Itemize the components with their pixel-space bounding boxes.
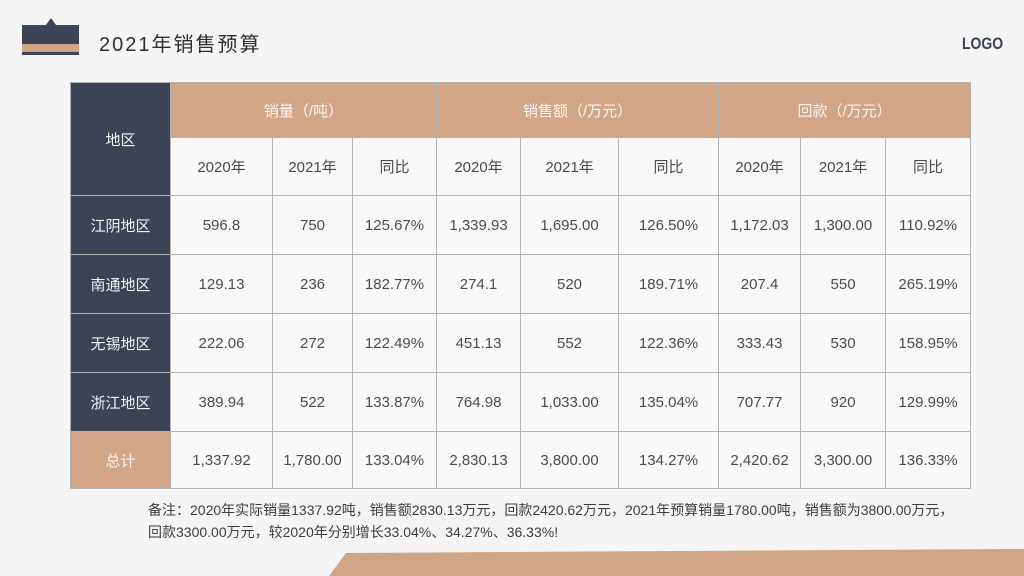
table-value-cell: 520 xyxy=(520,254,620,314)
sales-budget-table: 地区 销量（/吨） 销售额（/万元） 回款（/万元） 2020年 2021年 同… xyxy=(70,82,972,489)
table-value-cell: 122.49% xyxy=(351,313,438,373)
marker-tan-strip xyxy=(22,44,79,52)
table-row-zhejiang: 浙江地区 389.94 522 133.87% 764.98 1,033.00 … xyxy=(70,372,972,432)
marker-block xyxy=(22,25,79,44)
subheader-yoy: 同比 xyxy=(351,137,438,196)
table-value-cell: 389.94 xyxy=(170,372,273,432)
total-value-cell: 133.04% xyxy=(351,431,438,489)
table-value-cell: 222.06 xyxy=(170,313,273,373)
total-value-cell: 2,420.62 xyxy=(718,431,802,489)
table-value-cell: 764.98 xyxy=(436,372,522,432)
group-header-sales: 销售额（/万元） xyxy=(436,82,720,138)
table-value-cell: 1,300.00 xyxy=(800,195,887,255)
table-value-cell: 133.87% xyxy=(351,372,438,432)
subheader-2021: 2021年 xyxy=(272,137,353,196)
corner-header-region: 地区 xyxy=(70,82,171,196)
table-value-cell: 1,172.03 xyxy=(718,195,802,255)
total-label-cell: 总计 xyxy=(70,431,171,489)
table-value-cell: 451.13 xyxy=(436,313,522,373)
table-value-cell: 1,695.00 xyxy=(520,195,620,255)
total-value-cell: 1,780.00 xyxy=(272,431,353,489)
table-value-cell: 272 xyxy=(272,313,353,373)
table-value-cell: 1,033.00 xyxy=(520,372,620,432)
subheader-2020: 2020年 xyxy=(718,137,802,196)
table-value-cell: 158.95% xyxy=(885,313,972,373)
region-label-cell: 南通地区 xyxy=(70,254,171,314)
total-value-cell: 1,337.92 xyxy=(170,431,273,489)
table-value-cell: 750 xyxy=(272,195,353,255)
table-row-total: 总计 1,337.92 1,780.00 133.04% 2,830.13 3,… xyxy=(70,431,972,489)
table-value-cell: 129.99% xyxy=(885,372,972,432)
table-value-cell: 274.1 xyxy=(436,254,522,314)
table-row-jiangyin: 江阴地区 596.8 750 125.67% 1,339.93 1,695.00… xyxy=(70,195,972,255)
subheader-yoy: 同比 xyxy=(618,137,720,196)
table-row-wuxi: 无锡地区 222.06 272 122.49% 451.13 552 122.3… xyxy=(70,313,972,373)
table-value-cell: 125.67% xyxy=(351,195,438,255)
marker-triangle-icon xyxy=(46,18,56,25)
subheader-2020: 2020年 xyxy=(436,137,522,196)
table-value-cell: 550 xyxy=(800,254,887,314)
table-value-cell: 189.71% xyxy=(618,254,720,314)
table-value-cell: 126.50% xyxy=(618,195,720,255)
table-value-cell: 182.77% xyxy=(351,254,438,314)
table-value-cell: 920 xyxy=(800,372,887,432)
subheader-yoy: 同比 xyxy=(885,137,972,196)
page-title: 2021年销售预算 xyxy=(99,34,262,56)
table-value-cell: 129.13 xyxy=(170,254,273,314)
bottom-ribbon-shape xyxy=(329,549,1024,576)
total-value-cell: 136.33% xyxy=(885,431,972,489)
footnote-line-2: 回款3300.00万元，较2020年分别增长33.04%、34.27%、36.3… xyxy=(148,524,559,540)
region-label-cell: 无锡地区 xyxy=(70,313,171,373)
table-value-cell: 552 xyxy=(520,313,620,373)
table-value-cell: 707.77 xyxy=(718,372,802,432)
subheader-2020: 2020年 xyxy=(170,137,273,196)
subheader-2021: 2021年 xyxy=(520,137,620,196)
table-value-cell: 122.36% xyxy=(618,313,720,373)
table-value-cell: 135.04% xyxy=(618,372,720,432)
footnote-line-1: 备注：2020年实际销量1337.92吨，销售额2830.13万元，回款2420… xyxy=(148,502,954,518)
total-value-cell: 2,830.13 xyxy=(436,431,522,489)
table-value-cell: 110.92% xyxy=(885,195,972,255)
title-marker-icon xyxy=(22,18,79,56)
table-row-nantong: 南通地区 129.13 236 182.77% 274.1 520 189.71… xyxy=(70,254,972,314)
total-value-cell: 3,800.00 xyxy=(520,431,620,489)
table-value-cell: 596.8 xyxy=(170,195,273,255)
table-value-cell: 522 xyxy=(272,372,353,432)
footnote: 备注：2020年实际销量1337.92吨，销售额2830.13万元，回款2420… xyxy=(148,499,953,543)
marker-underline xyxy=(22,52,79,55)
logo-text: LOGO xyxy=(961,34,1003,53)
total-value-cell: 134.27% xyxy=(618,431,720,489)
table-value-cell: 265.19% xyxy=(885,254,972,314)
total-value-cell: 3,300.00 xyxy=(800,431,887,489)
region-label-cell: 江阴地区 xyxy=(70,195,171,255)
table-value-cell: 333.43 xyxy=(718,313,802,373)
group-header-volume: 销量（/吨） xyxy=(169,82,438,138)
group-header-collection: 回款（/万元） xyxy=(718,82,972,138)
region-label-cell: 浙江地区 xyxy=(70,372,171,432)
table-value-cell: 236 xyxy=(272,254,353,314)
subheader-2021: 2021年 xyxy=(800,137,887,196)
table-value-cell: 207.4 xyxy=(718,254,802,314)
table-value-cell: 530 xyxy=(800,313,887,373)
table-value-cell: 1,339.93 xyxy=(436,195,522,255)
